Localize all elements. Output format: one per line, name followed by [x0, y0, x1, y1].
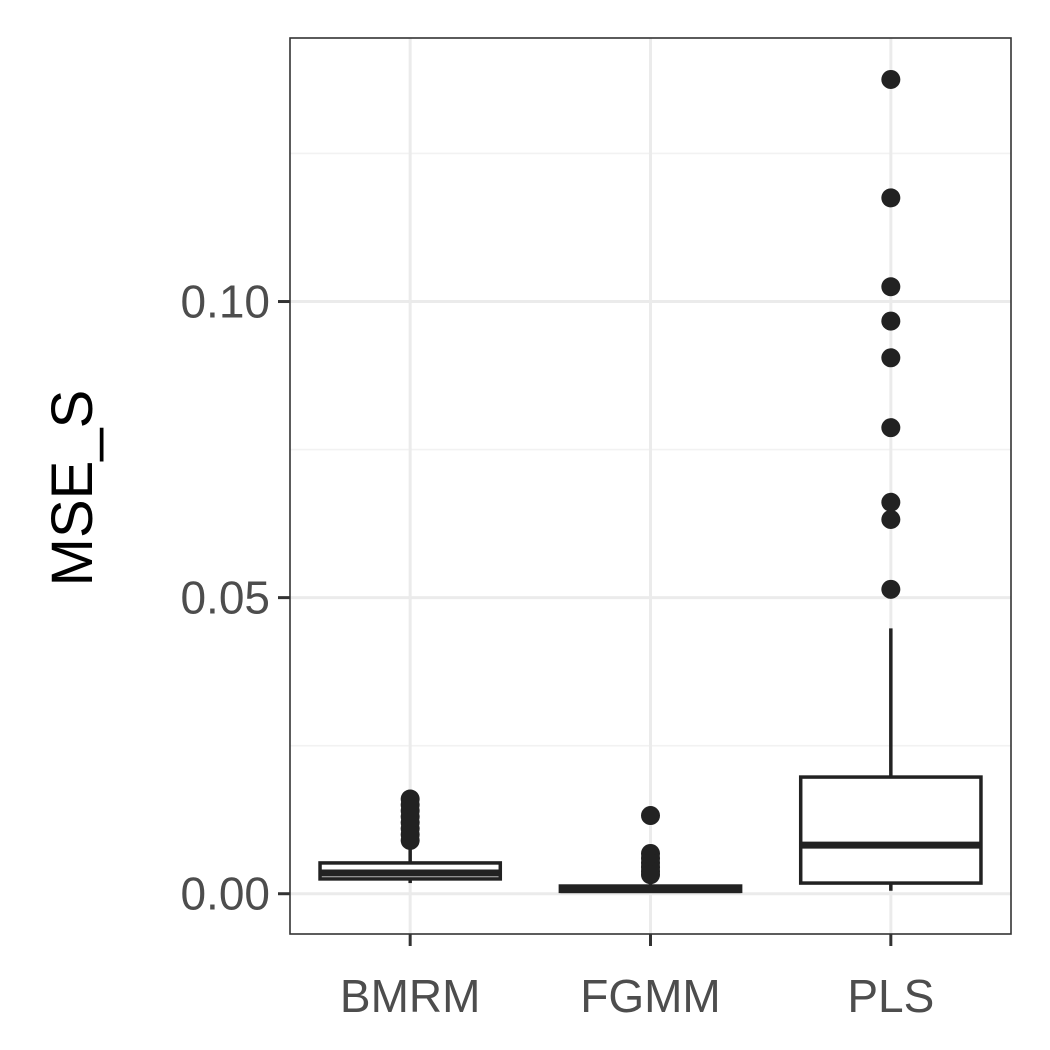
y-axis: 0.00 0.05 0.10 — [180, 276, 290, 920]
outlier-point — [881, 418, 901, 438]
x-tick-label: FGMM — [580, 970, 721, 1022]
outlier-point — [881, 509, 901, 529]
x-tick-label: PLS — [847, 970, 934, 1022]
outlier-point — [641, 806, 660, 826]
box-iqr — [798, 775, 983, 885]
x-tick-label: BMRM — [340, 970, 481, 1022]
y-axis-title: MSE_S — [40, 390, 105, 587]
outlier-point — [881, 311, 901, 331]
box-bmrm — [318, 789, 503, 884]
y-tick-label: 0.05 — [180, 572, 270, 624]
x-axis: BMRM FGMM PLS — [340, 934, 934, 1022]
outlier-point — [881, 188, 901, 208]
outlier-point — [881, 492, 901, 512]
y-tick-label: 0.10 — [180, 276, 270, 328]
outlier-point — [641, 865, 660, 885]
outlier-point — [881, 579, 901, 599]
box-group — [318, 69, 983, 894]
outlier-point — [881, 277, 901, 297]
y-tick-label: 0.00 — [180, 868, 270, 920]
box-pls — [798, 69, 983, 891]
box-fgmm — [558, 806, 743, 894]
outlier-point — [881, 348, 901, 368]
outlier-point — [400, 830, 420, 850]
outlier-point — [881, 69, 901, 89]
